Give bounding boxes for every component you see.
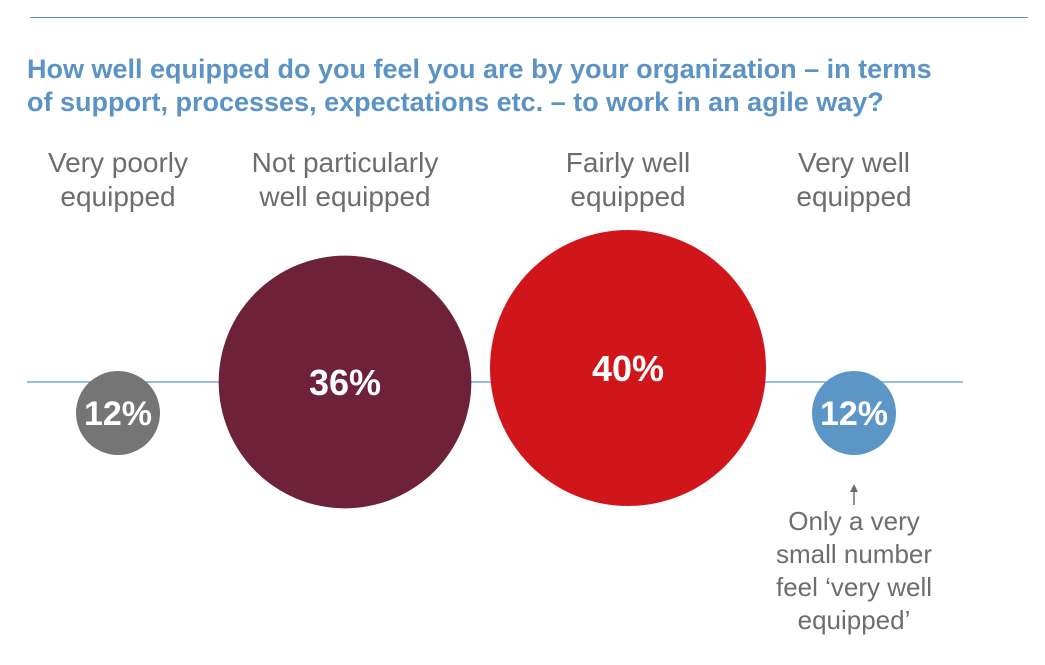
bubble-value-label-very-well: 12% [820, 395, 888, 433]
bubble-value-label-very-poorly: 12% [84, 395, 152, 433]
category-label-line: Not particularly [251, 147, 439, 178]
chart-title-line-2: of support, processes, expectations etc.… [27, 87, 884, 117]
bubble-not-particularly [218, 255, 472, 509]
category-label-line: equipped [570, 181, 686, 212]
bubble-value-label-not-particularly: 36% [309, 362, 381, 403]
annotation-line: Only a very [788, 506, 920, 536]
top-rule [30, 17, 1028, 18]
category-label-very-poorly: Very poorly equipped [0, 146, 238, 214]
annotation-line: feel ‘very well [775, 572, 933, 602]
category-label-line: equipped [60, 181, 176, 212]
annotation-text: Only a very small number feel ‘very well… [734, 505, 974, 637]
bubble-fairly-well [490, 230, 766, 506]
chart-title-line-1: How well equipped do you feel you are by… [27, 54, 932, 84]
category-label-line: Very poorly [47, 147, 189, 178]
annotation-line: small number [775, 539, 933, 569]
chart-title: How well equipped do you feel you are by… [27, 53, 1017, 119]
category-label-fairly-well: Fairly well equipped [508, 146, 748, 214]
category-label-line: Fairly well [565, 147, 691, 178]
category-label-line: equipped [796, 181, 912, 212]
category-label-not-particularly: Not particularly well equipped [225, 146, 465, 214]
annotation-line: equipped’ [797, 605, 911, 635]
bubble-very-well [812, 371, 896, 455]
category-label-line: Very well [797, 147, 911, 178]
bubble-value-label-fairly-well: 40% [592, 348, 664, 389]
category-label-very-well: Very well equipped [734, 146, 974, 214]
bubbles-group: 12% 36% 40% 12% [76, 230, 896, 509]
category-label-line: well equipped [259, 181, 431, 212]
annotation-arrow [850, 484, 858, 505]
bubble-very-poorly [76, 371, 160, 455]
